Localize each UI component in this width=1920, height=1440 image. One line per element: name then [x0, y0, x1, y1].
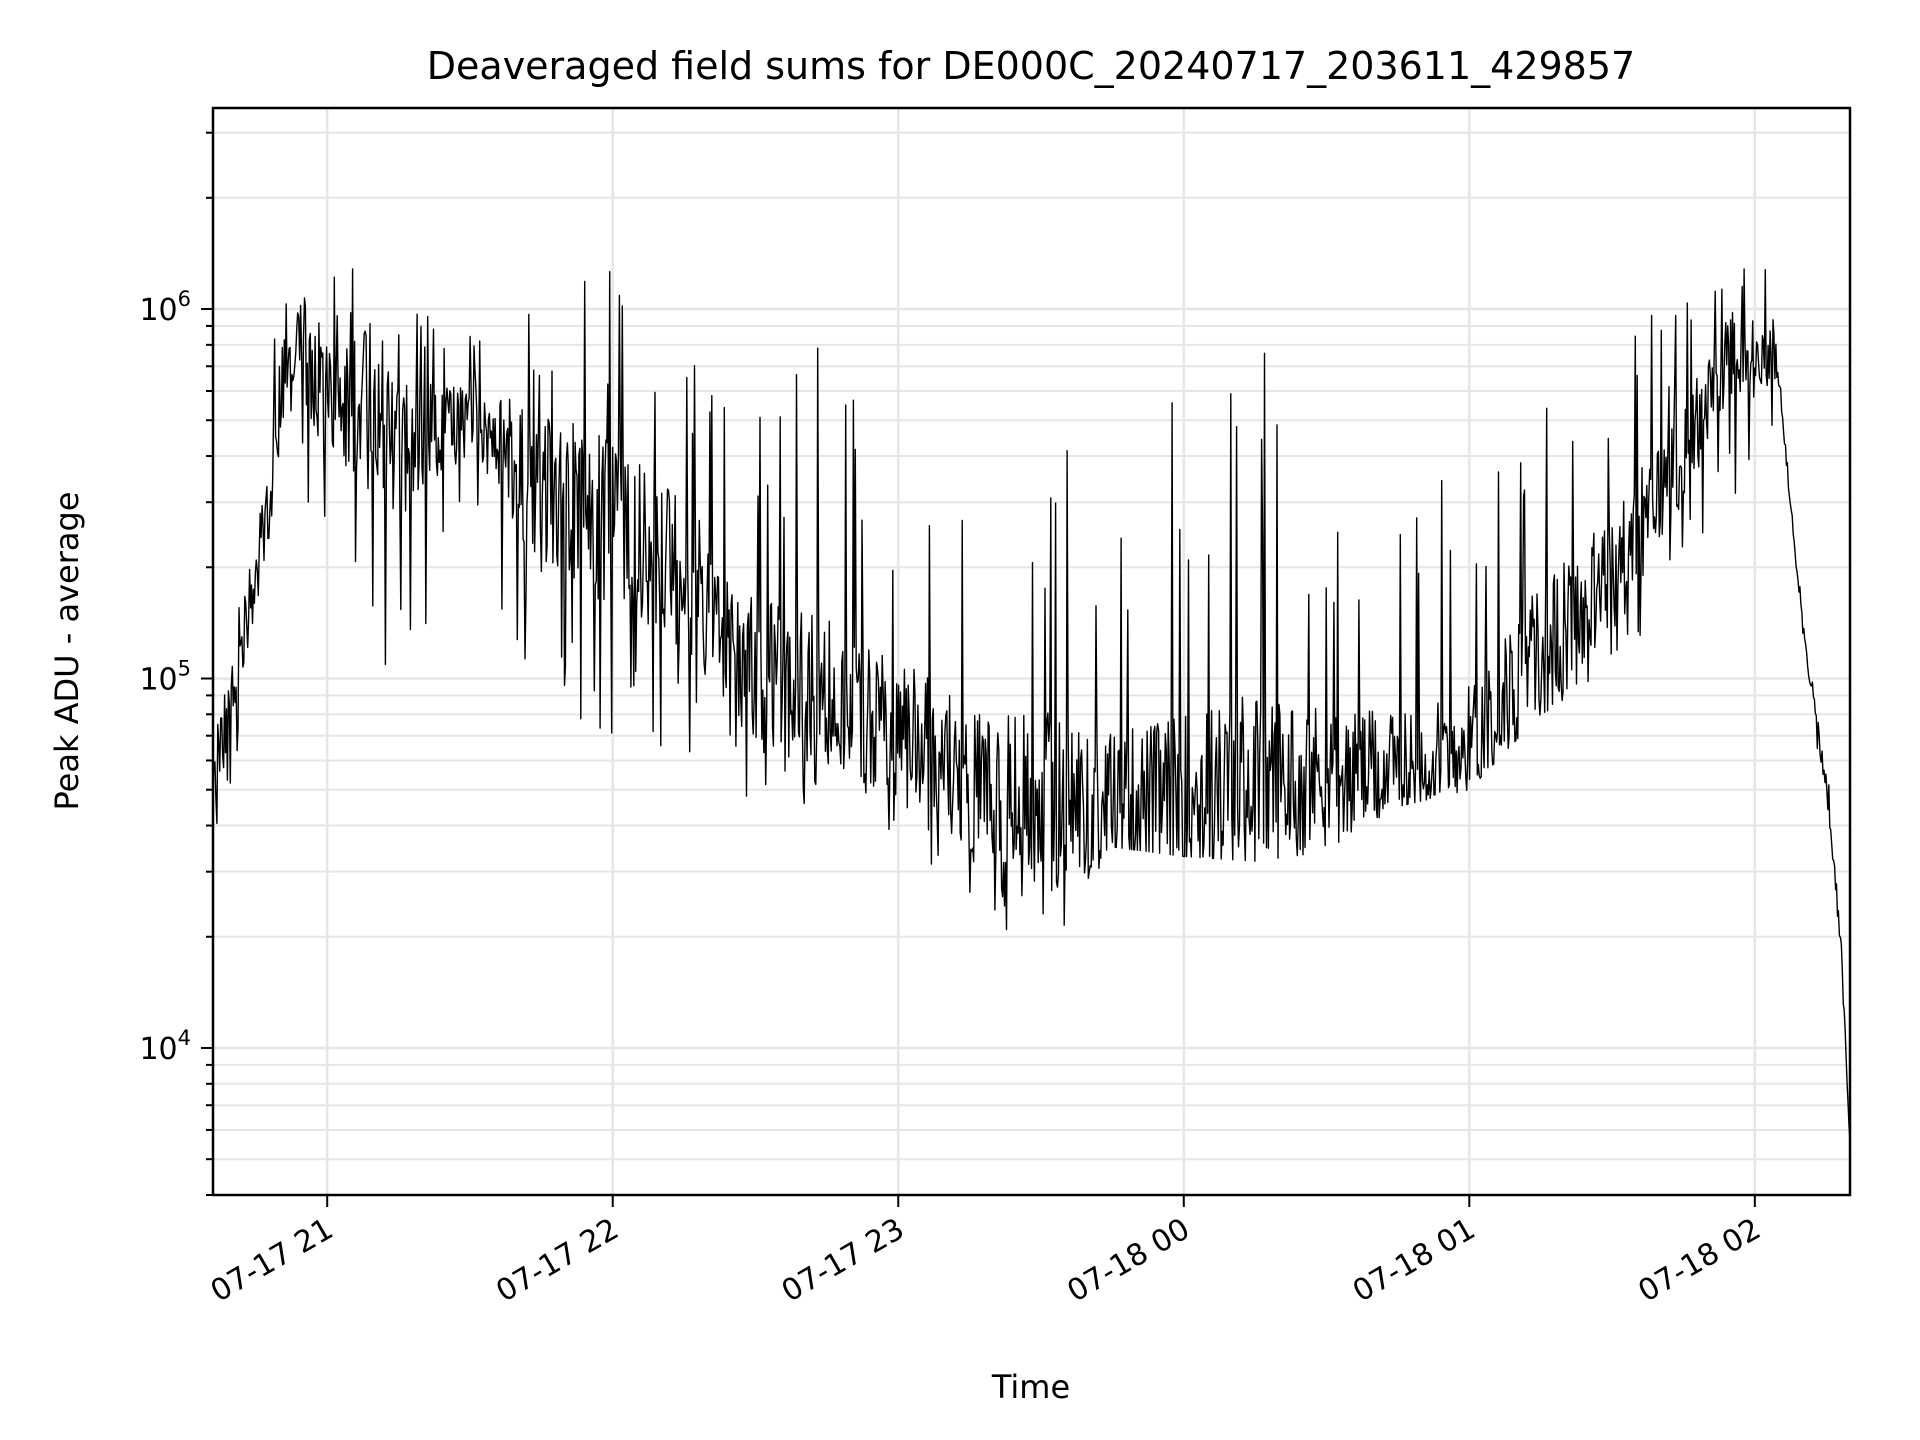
x-axis-title: Time — [991, 1368, 1070, 1406]
y-tick-label-base: 10 — [139, 1032, 177, 1067]
x-tick-label: 07-18 00 — [1061, 1212, 1195, 1310]
y-tick-label: 104 — [139, 1026, 191, 1067]
y-tick-label-base: 10 — [139, 662, 177, 697]
series-line — [212, 268, 1851, 1141]
x-tick-label: 07-17 21 — [205, 1212, 339, 1310]
plot-frame — [211, 106, 1852, 1197]
x-tick-label: 07-18 01 — [1347, 1212, 1481, 1310]
grid — [213, 108, 1850, 1196]
y-tick-label-exponent: 4 — [178, 1026, 191, 1050]
y-tick-label-exponent: 6 — [178, 287, 191, 311]
x-tick-label: 07-18 02 — [1633, 1212, 1767, 1310]
x-tick-label: 07-17 23 — [776, 1212, 910, 1310]
x-tick-label: 07-17 22 — [490, 1212, 624, 1310]
y-tick-label: 106 — [139, 287, 191, 328]
y-tick-label-exponent: 5 — [178, 656, 191, 680]
y-tick-label: 105 — [139, 656, 191, 697]
series-layer — [212, 268, 1851, 1141]
y-tick-label-base: 10 — [139, 293, 177, 328]
chart-title: Deaveraged field sums for DE000C_2024071… — [427, 44, 1635, 88]
y-axis-title: Peak ADU - average — [48, 492, 86, 811]
